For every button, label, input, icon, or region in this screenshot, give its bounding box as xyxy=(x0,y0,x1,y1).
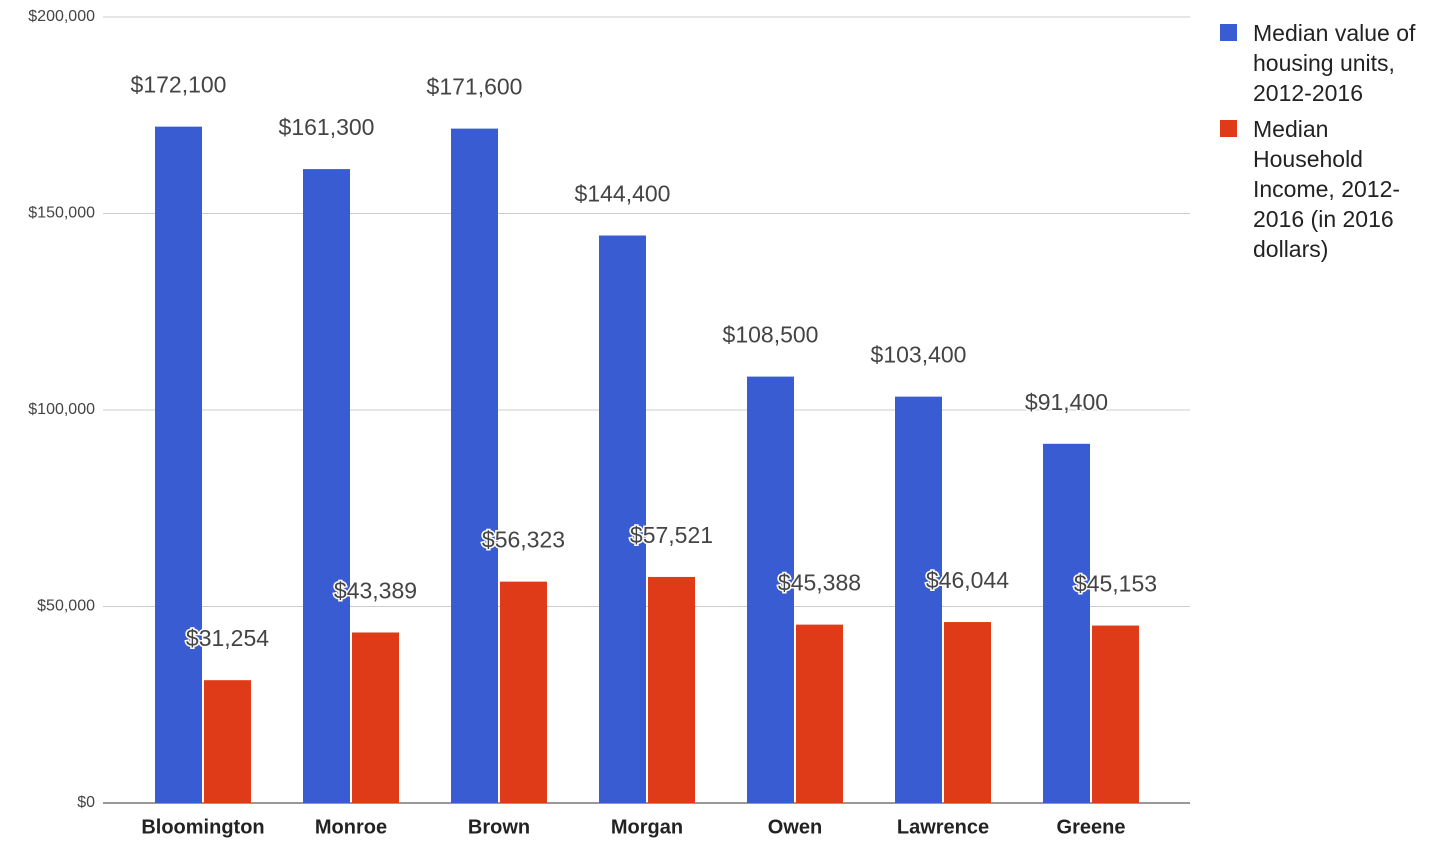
bar xyxy=(944,622,991,803)
y-tick-label: $0 xyxy=(77,794,95,811)
value-label: $57,521 xyxy=(630,522,713,548)
bar xyxy=(895,396,942,803)
bar xyxy=(796,624,843,803)
y-tick-label: $150,000 xyxy=(28,205,95,222)
x-tick-label: Lawrence xyxy=(897,816,989,838)
bar xyxy=(1092,625,1139,803)
chart: $0 $50,000 $100,000 $150,000 $200,000 Bloomin… xyxy=(28,8,1190,838)
x-tick-label: Morgan xyxy=(611,816,683,838)
bar xyxy=(451,128,498,803)
value-label: $45,153 xyxy=(1074,571,1157,597)
x-tick-label: Owen xyxy=(768,816,822,838)
bar xyxy=(204,680,251,803)
legend-swatch xyxy=(1220,120,1237,137)
bar xyxy=(1043,443,1090,803)
bar xyxy=(352,632,399,803)
value-label: $45,388 xyxy=(778,570,861,596)
y-tick-label: $50,000 xyxy=(37,598,95,615)
x-tick-label: Greene xyxy=(1057,816,1126,838)
value-label: $46,044 xyxy=(926,567,1009,593)
value-label: $172,100 xyxy=(131,72,227,98)
legend-item: Median value of housing units, 2012-2016 xyxy=(1220,18,1435,108)
bar xyxy=(648,576,695,803)
value-label: $108,500 xyxy=(723,322,819,348)
bar xyxy=(155,126,202,804)
legend-label: Median value of housing units, 2012-2016 xyxy=(1253,20,1416,106)
legend-label: Median Household Income, 2012-2016 (in 2… xyxy=(1253,116,1401,262)
bar xyxy=(747,376,794,803)
value-label: $91,400 xyxy=(1025,389,1108,415)
value-label: $31,254 xyxy=(186,625,269,651)
x-tick-label: Monroe xyxy=(315,816,387,838)
x-tick-label: Brown xyxy=(468,816,530,838)
y-tick-label: $100,000 xyxy=(28,401,95,418)
legend: Median value of housing units, 2012-2016… xyxy=(1220,18,1435,270)
value-label: $56,323 xyxy=(482,527,565,553)
y-tick-label: $200,000 xyxy=(28,8,95,25)
legend-item: Median Household Income, 2012-2016 (in 2… xyxy=(1220,114,1435,264)
value-label: $103,400 xyxy=(871,342,967,368)
value-label: $144,400 xyxy=(575,181,671,207)
bar xyxy=(500,581,547,803)
value-label: $171,600 xyxy=(427,74,523,100)
value-label: $43,389 xyxy=(334,578,417,604)
value-label: $161,300 xyxy=(279,114,375,140)
bar xyxy=(599,235,646,803)
x-tick-label: Bloomington xyxy=(141,816,264,838)
bar xyxy=(303,169,350,803)
legend-swatch xyxy=(1220,24,1237,41)
